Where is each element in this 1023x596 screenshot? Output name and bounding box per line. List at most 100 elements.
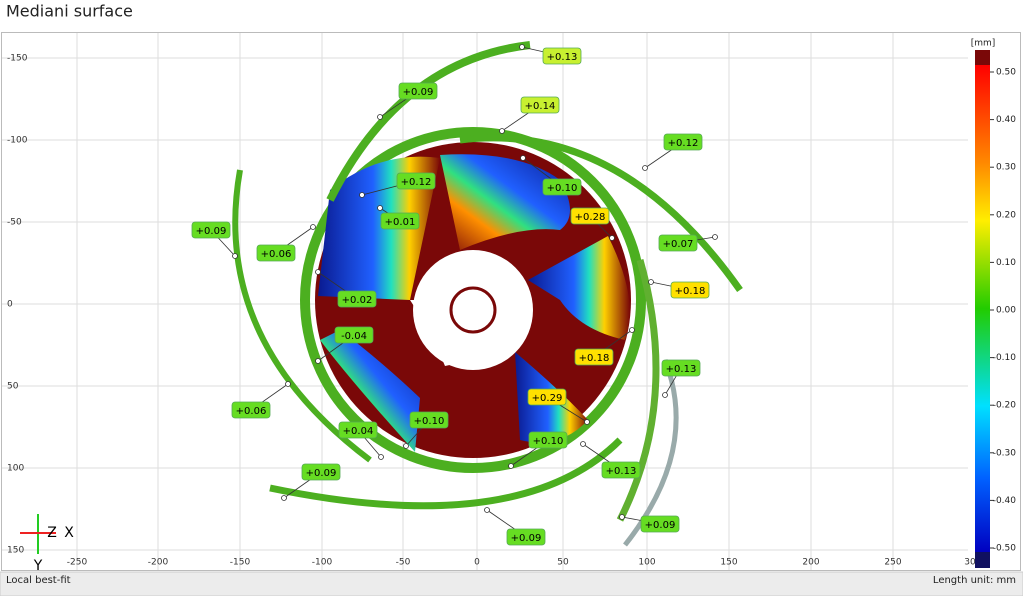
callout-box [231,401,271,419]
callout-box [398,82,438,100]
scale-under [975,552,990,568]
anchor [281,495,287,501]
blade [440,154,570,250]
anchor [508,463,514,469]
vane [616,259,660,522]
anchor [584,419,590,425]
callout-box [661,359,701,377]
callout-label: +0.01 [385,217,416,228]
callout-box [542,47,582,65]
callout-box [337,290,377,308]
anchor [712,234,718,240]
anchor [359,192,365,198]
anchor [580,441,586,447]
callout-label: +0.29 [532,393,563,404]
y-tick-label: -100 [7,136,28,146]
blade [320,330,420,452]
scale-label: -0.20 [993,401,1017,411]
callout-label: +0.28 [575,212,606,223]
callout-label: +0.13 [606,466,637,477]
callout-box [256,244,296,262]
window-title: Mediani surface [6,2,133,21]
blade [528,236,630,340]
anchor [232,253,238,259]
scale-label: -0.30 [993,448,1017,458]
scale-label: -0.40 [993,496,1017,506]
callout-label: +0.09 [196,226,227,237]
callout-box [574,348,614,366]
anchor [315,269,321,275]
anchor [609,235,615,241]
callout-label: +0.09 [306,468,337,479]
callout-label: +0.18 [675,286,706,297]
callout-label: +0.09 [645,520,676,531]
x-tick-label: 200 [802,558,819,568]
anchor [662,392,668,398]
callout-label: +0.14 [525,101,556,112]
y-tick-label: 0 [7,300,13,310]
callout-box [663,133,703,151]
callout-label: +0.10 [414,416,445,427]
anchor [629,327,635,333]
y-tick-label: 100 [7,464,24,474]
callout-label: +0.18 [579,353,610,364]
status-right: Length unit: mm [933,575,1016,586]
callout-label: +0.06 [261,249,292,260]
scale-label: 0.30 [996,163,1016,173]
callout-box [570,207,610,225]
cutout [410,300,473,366]
anchor [642,165,648,171]
anchor [377,114,383,120]
anchor [499,128,505,134]
scale-label: 0.00 [996,306,1016,316]
scale-unit: [mm] [971,39,996,49]
callout-box [601,461,641,479]
x-tick-label: 150 [720,558,737,568]
x-tick-label: 100 [638,558,655,568]
x-tick-label: 250 [884,558,901,568]
color-scale [975,65,990,552]
blade [318,156,440,300]
outer-ring [300,127,646,473]
anchor [315,358,321,364]
y-tick-label: -150 [7,54,28,64]
x-tick-label: -150 [230,558,251,568]
vane [459,134,743,293]
x-tick-label: -50 [396,558,411,568]
x-tick-label: 0 [474,558,480,568]
callout-box [527,388,567,406]
anchor [519,44,525,50]
callout-label: +0.07 [663,239,694,250]
callout-box [506,528,546,546]
x-tick-label: -200 [148,558,169,568]
callout-label: +0.10 [533,436,564,447]
callout-label: +0.12 [668,138,699,149]
y-tick-label: 50 [7,382,19,392]
callout-label: +0.09 [511,533,542,544]
x-tick-label: 30 [964,558,976,568]
callout-box [338,421,378,439]
anchor [285,381,291,387]
y-tick-label: 150 [7,546,24,556]
axis-triad: Z X Y [20,514,74,574]
x-tick-label: -250 [67,558,88,568]
x-tick-label: -100 [312,558,333,568]
scale-label: 0.40 [996,115,1016,125]
x-tick-label: 50 [557,558,569,568]
anchor [648,279,654,285]
y-tick-label: -50 [7,218,22,228]
vane [269,437,623,510]
anchor [403,443,409,449]
callout-box [301,463,341,481]
scale-label: 0.20 [996,210,1016,220]
callout-box [334,326,374,344]
callout-box [670,281,710,299]
callout-label: +0.02 [342,295,373,306]
triad-label: Y [33,558,43,574]
callout-label: +0.06 [236,406,267,417]
callout-label: +0.13 [666,364,697,375]
anchor [619,514,625,520]
callout-box [520,96,560,114]
anchor [310,224,316,230]
